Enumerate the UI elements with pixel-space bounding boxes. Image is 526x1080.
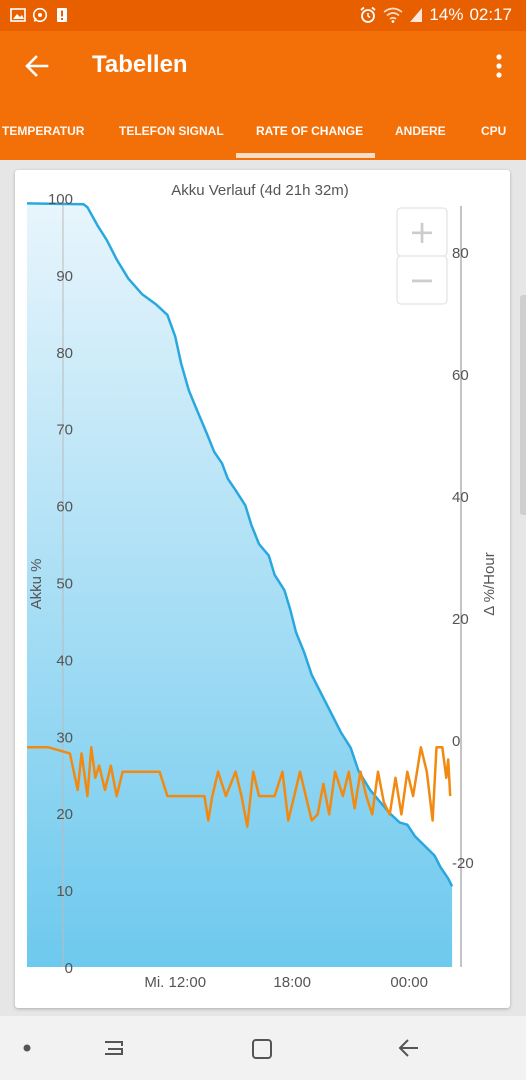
battery-area bbox=[27, 203, 453, 967]
battery-percent: 14% bbox=[429, 5, 464, 24]
right-tick-label: 60 bbox=[452, 367, 469, 384]
left-tick-label: 90 bbox=[56, 268, 73, 285]
left-tick-label: 70 bbox=[56, 422, 73, 439]
tab-rate-of-change[interactable]: RATE OF CHANGE bbox=[256, 124, 364, 138]
battery-line bbox=[26, 202, 454, 887]
left-tick-labels: 0 10 20 30 40 50 60 70 80 90 100 bbox=[48, 191, 73, 977]
tab-andere[interactable]: ANDERE bbox=[395, 124, 446, 138]
left-tick-label: 40 bbox=[56, 652, 73, 669]
back-nav-icon[interactable] bbox=[396, 1036, 422, 1060]
zoom-out-button[interactable] bbox=[396, 255, 448, 305]
zoom-out-icon: − bbox=[409, 261, 436, 299]
right-tick-label: 40 bbox=[452, 489, 469, 506]
zoom-control: + − bbox=[396, 207, 448, 305]
left-tick-label: 60 bbox=[56, 499, 73, 516]
tab-temperatur[interactable]: TEMPERATUR bbox=[2, 124, 85, 138]
left-tick-label: 30 bbox=[56, 729, 73, 746]
right-axis-label: Δ %/Hour bbox=[481, 552, 498, 615]
right-tick-labels: -20 0 20 40 60 80 bbox=[452, 245, 474, 872]
status-bar: 14% 02:17 bbox=[0, 0, 526, 31]
left-tick-label: 10 bbox=[56, 883, 73, 900]
x-tick-label: 18:00 bbox=[273, 974, 311, 991]
x-tick-label: 00:00 bbox=[390, 974, 428, 991]
navigation-bar bbox=[0, 1016, 526, 1080]
status-time: 02:17 bbox=[469, 5, 512, 24]
toolbar: Tabellen bbox=[0, 31, 526, 103]
page-title: Tabellen bbox=[92, 51, 188, 78]
left-axis-label: Akku % bbox=[28, 559, 45, 610]
left-tick-label: 80 bbox=[56, 345, 73, 362]
recent-apps-icon[interactable] bbox=[102, 1036, 128, 1060]
image-icon bbox=[10, 8, 26, 22]
battery-chart[interactable]: Akku Verlauf (4d 21h 32m) 0 10 20 30 40 50 60 7… bbox=[15, 170, 510, 1008]
zoom-in-icon: + bbox=[409, 213, 436, 251]
rate-line bbox=[27, 746, 452, 828]
x-tick-label: Mi. 12:00 bbox=[144, 974, 206, 991]
chart-card: Akku Verlauf (4d 21h 32m) 0 10 20 30 40 50 60 7… bbox=[15, 170, 510, 1008]
whatsapp-icon bbox=[32, 7, 48, 23]
arrow-left-icon[interactable] bbox=[22, 51, 52, 81]
left-tick-label: 50 bbox=[56, 576, 73, 593]
active-tab-indicator bbox=[236, 153, 375, 158]
right-tick-label: 20 bbox=[452, 611, 469, 628]
right-tick-label: 80 bbox=[452, 245, 469, 262]
left-tick-label: 100 bbox=[48, 191, 73, 208]
right-tick-label: 0 bbox=[452, 733, 460, 750]
more-vert-icon[interactable] bbox=[494, 53, 504, 81]
left-tick-label: 0 bbox=[65, 960, 73, 977]
alarm-icon bbox=[360, 6, 376, 23]
scroll-indicator bbox=[520, 295, 526, 515]
right-tick-label: -20 bbox=[452, 855, 474, 872]
dot-icon bbox=[23, 1044, 31, 1052]
alert-icon bbox=[57, 8, 67, 22]
tab-telefon-signal[interactable]: TELEFON SIGNAL bbox=[119, 124, 224, 138]
chart-title: Akku Verlauf (4d 21h 32m) bbox=[171, 182, 349, 199]
left-tick-label: 20 bbox=[56, 806, 73, 823]
x-tick-labels: Mi. 12:00 18:00 00:00 bbox=[144, 974, 428, 991]
tab-bar: TEMPERATUR TELEFON SIGNAL RATE OF CHANGE… bbox=[0, 103, 526, 160]
tab-cpu[interactable]: CPU bbox=[481, 124, 507, 138]
signal-icon bbox=[410, 8, 423, 22]
wifi-icon bbox=[383, 7, 403, 23]
home-icon[interactable] bbox=[250, 1037, 274, 1061]
